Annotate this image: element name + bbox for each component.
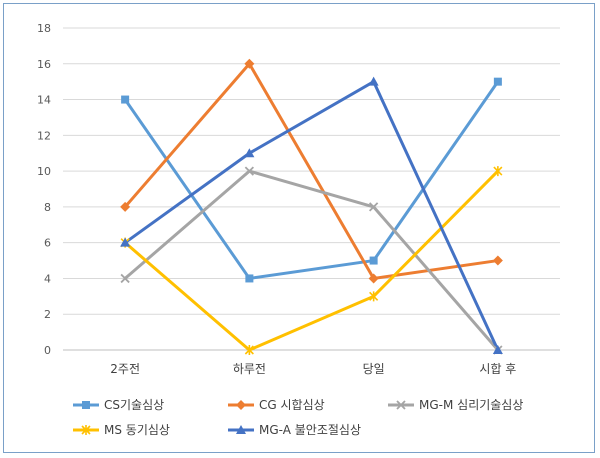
- data-point: [120, 237, 131, 247]
- legend-swatch-marker: [236, 400, 246, 410]
- legend-swatch-marker: [81, 425, 91, 435]
- data-point: [244, 166, 255, 176]
- data-point: [493, 77, 502, 86]
- data-point: [244, 345, 254, 355]
- series-markers: [120, 58, 503, 355]
- y-tick-label: 14: [37, 94, 51, 107]
- y-tick-label: 8: [44, 201, 51, 214]
- legend-item: MG-M 심리기술심상: [388, 398, 523, 412]
- legend-label: CS기술심상: [104, 398, 164, 412]
- legend-swatch-marker: [82, 401, 90, 409]
- y-tick-label: 2: [44, 308, 51, 321]
- legend-item: MG-A 불안조절심상: [228, 423, 361, 437]
- data-point: [368, 76, 379, 86]
- series-lines: [123, 62, 500, 352]
- data-point: [493, 166, 503, 177]
- data-point: [121, 95, 130, 104]
- data-point: [368, 273, 379, 284]
- y-tick-label: 4: [44, 272, 51, 285]
- data-point: [492, 255, 503, 266]
- data-point: [244, 58, 255, 69]
- legend-swatch-marker: [236, 425, 246, 434]
- legend: CS기술심상 CG 시합심상 MG-M 심리기술심상 MS 동기심상 MG-A 불안조절…: [73, 398, 523, 437]
- y-tick-label: 18: [37, 22, 51, 35]
- y-tick-label: 16: [37, 58, 51, 71]
- y-tick-label: 12: [37, 129, 51, 142]
- x-tick-label: 하루전: [233, 362, 266, 376]
- y-tick-label: 10: [37, 165, 51, 178]
- legend-label: MG-A 불안조절심상: [259, 423, 361, 437]
- data-point: [368, 202, 379, 212]
- data-point: [369, 256, 378, 265]
- y-tick-label: 0: [44, 344, 51, 357]
- legend-label: MS 동기심상: [104, 423, 170, 437]
- legend-item: CS기술심상: [73, 398, 164, 412]
- data-point: [369, 291, 379, 302]
- legend-item: MS 동기심상: [73, 423, 170, 437]
- series-line: [123, 80, 500, 280]
- data-point: [120, 273, 130, 284]
- x-tick-label: 시합 후: [479, 362, 516, 376]
- data-point: [492, 345, 503, 354]
- data-point: [120, 201, 131, 212]
- series-line: [123, 80, 500, 352]
- data-point: [245, 274, 254, 283]
- data-point: [244, 148, 255, 158]
- x-axis-ticks: 2주전 하루전 당일 시합 후: [110, 362, 516, 376]
- legend-swatch-marker: [396, 400, 406, 410]
- series-line: [123, 62, 500, 280]
- series-line: [123, 169, 500, 352]
- legend-label: MG-M 심리기술심상: [419, 398, 523, 412]
- x-tick-label: 2주전: [110, 362, 140, 376]
- legend-label: CG 시합심상: [259, 398, 325, 412]
- y-axis-ticks: 0 2 4 6 8 10 12 14 16 18: [37, 22, 51, 357]
- series-line: [123, 169, 500, 352]
- y-tick-label: 6: [44, 237, 51, 250]
- legend-item: CG 시합심상: [228, 398, 325, 412]
- gridlines: [63, 27, 560, 351]
- x-tick-label: 당일: [363, 362, 385, 376]
